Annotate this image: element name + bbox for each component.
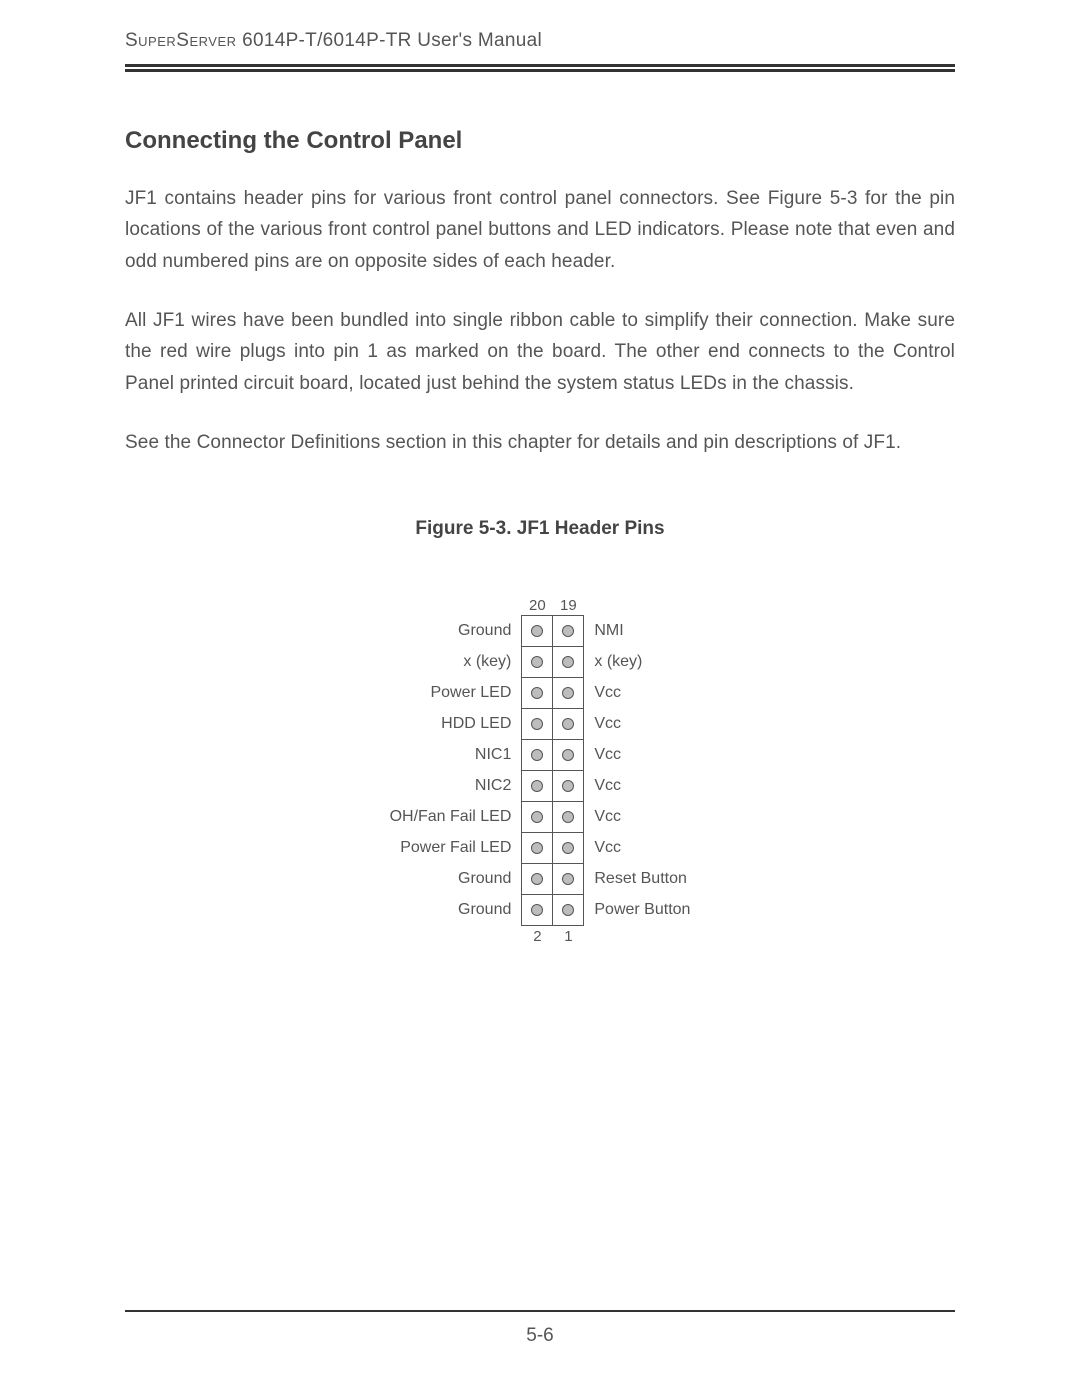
pin-label-left: Ground <box>390 895 522 926</box>
pin-hole-icon <box>562 873 574 885</box>
pin-cell-left <box>522 864 553 895</box>
pin-hole-icon <box>531 625 543 637</box>
pin-hole-icon <box>562 811 574 823</box>
pin-diagram: 20 19 GroundNMIx (key)x (key)Power LEDVc… <box>125 595 955 946</box>
pin-hole-icon <box>531 904 543 916</box>
pin-row: x (key) x (key) <box>390 647 691 678</box>
header-model: 6014P-T/6014P-TR User's Manual <box>237 30 542 51</box>
pin-cell-right <box>553 895 584 926</box>
pin-cell-right <box>553 833 584 864</box>
pin-row: Power LED Vcc <box>390 678 691 709</box>
pin-cell-left <box>522 678 553 709</box>
section-title: Connecting the Control Panel <box>125 127 955 155</box>
pin-cell-right <box>553 802 584 833</box>
paragraph-2: All JF1 wires have been bundled into sin… <box>125 305 955 399</box>
pin-label-right: Vcc <box>584 709 691 740</box>
pin-hole-icon <box>531 780 543 792</box>
pin-label-right: Power Button <box>584 895 691 926</box>
pin-hole-icon <box>562 904 574 916</box>
pin-label-right: x (key) <box>584 647 691 678</box>
pin-label-left: Ground <box>390 616 522 647</box>
pin-row: NIC1 Vcc <box>390 740 691 771</box>
pin-label-right: Vcc <box>584 771 691 802</box>
pin-bottom-numbers: 2 1 <box>390 926 691 947</box>
figure-caption: Figure 5-3. JF1 Header Pins <box>125 518 955 540</box>
pin-top-numbers: 20 19 <box>390 595 691 616</box>
pin-cell-right <box>553 740 584 771</box>
pin-hole-icon <box>531 656 543 668</box>
pin-hole-icon <box>531 718 543 730</box>
pin-hole-icon <box>562 687 574 699</box>
pin-label-left: x (key) <box>390 647 522 678</box>
pin-cell-left <box>522 833 553 864</box>
footer-rule <box>125 1310 955 1312</box>
page-number: 5-6 <box>0 1325 1080 1347</box>
pin-cell-left <box>522 647 553 678</box>
pin-hole-icon <box>531 749 543 761</box>
pin-num-bottom-left: 2 <box>522 926 553 947</box>
pin-cell-right <box>553 864 584 895</box>
pin-cell-right <box>553 678 584 709</box>
pin-cell-left <box>522 895 553 926</box>
pin-label-left: HDD LED <box>390 709 522 740</box>
pin-row: Ground Reset Button <box>390 864 691 895</box>
pin-cell-left <box>522 771 553 802</box>
pin-cell-left <box>522 802 553 833</box>
pin-hole-icon <box>531 873 543 885</box>
pin-hole-icon <box>562 780 574 792</box>
pin-row: Power Fail LED Vcc <box>390 833 691 864</box>
pin-label-right: Vcc <box>584 678 691 709</box>
pin-cell-right <box>553 771 584 802</box>
pin-hole-icon <box>531 842 543 854</box>
pin-label-left: Ground <box>390 864 522 895</box>
pin-cell-right <box>553 616 584 647</box>
pin-hole-icon <box>562 749 574 761</box>
pin-hole-icon <box>562 656 574 668</box>
pin-cell-right <box>553 647 584 678</box>
pin-label-right: Vcc <box>584 740 691 771</box>
pin-table: 20 19 GroundNMIx (key)x (key)Power LEDVc… <box>390 595 691 946</box>
paragraph-1: JF1 contains header pins for various fro… <box>125 183 955 277</box>
pin-hole-icon <box>531 687 543 699</box>
pin-label-left: NIC2 <box>390 771 522 802</box>
pin-cell-left <box>522 709 553 740</box>
pin-label-left: OH/Fan Fail LED <box>390 802 522 833</box>
pin-row: OH/Fan Fail LED Vcc <box>390 802 691 833</box>
pin-cell-left <box>522 740 553 771</box>
pin-hole-icon <box>562 625 574 637</box>
pin-row: Ground NMI <box>390 616 691 647</box>
page: SuperServer 6014P-T/6014P-TR User's Manu… <box>0 0 1080 1397</box>
pin-num-top-left: 20 <box>522 595 553 616</box>
pin-row: HDD LED Vcc <box>390 709 691 740</box>
pin-num-bottom-right: 1 <box>553 926 584 947</box>
pin-label-right: Vcc <box>584 833 691 864</box>
pin-label-left: Power Fail LED <box>390 833 522 864</box>
pin-hole-icon <box>562 842 574 854</box>
header-rule-2 <box>125 69 955 72</box>
pin-cell-right <box>553 709 584 740</box>
pin-label-left: Power LED <box>390 678 522 709</box>
pin-cell-left <box>522 616 553 647</box>
pin-label-right: Vcc <box>584 802 691 833</box>
pin-row: NIC2 Vcc <box>390 771 691 802</box>
pin-num-top-right: 19 <box>553 595 584 616</box>
running-header: SuperServer 6014P-T/6014P-TR User's Manu… <box>125 30 955 60</box>
pin-hole-icon <box>531 811 543 823</box>
pin-label-left: NIC1 <box>390 740 522 771</box>
header-product: SuperServer <box>125 30 237 51</box>
pin-label-right: NMI <box>584 616 691 647</box>
pin-label-right: Reset Button <box>584 864 691 895</box>
pin-hole-icon <box>562 718 574 730</box>
pin-row: Ground Power Button <box>390 895 691 926</box>
paragraph-3: See the Connector Definitions section in… <box>125 427 955 458</box>
